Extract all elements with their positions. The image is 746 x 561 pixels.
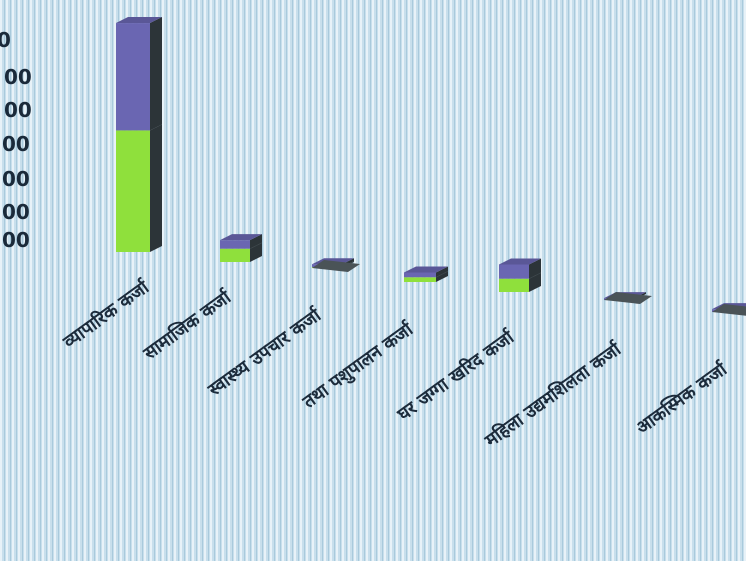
y-tick-label: 00 <box>2 228 30 252</box>
bar-side <box>529 272 541 292</box>
bar-group <box>220 234 262 262</box>
bar-side <box>436 271 448 282</box>
bar-group <box>404 266 448 282</box>
bar-segment <box>404 277 436 282</box>
bar-group <box>116 17 162 252</box>
bar-group <box>604 292 652 304</box>
bars <box>116 17 746 316</box>
y-tick-label: 00 <box>4 65 32 89</box>
bar-top <box>220 234 262 241</box>
bar-segment <box>499 278 529 292</box>
y-tick-label: 00 <box>4 98 32 122</box>
bar-group <box>312 258 360 272</box>
bar-side <box>529 258 541 279</box>
y-tick-label: 00 <box>2 132 30 156</box>
bar-top <box>116 17 162 24</box>
y-tick-label: 00 <box>2 167 30 191</box>
bar-segment <box>404 272 436 278</box>
y-tick-label: 0 <box>0 28 11 52</box>
bar-group <box>499 258 541 292</box>
bar-top <box>499 258 541 265</box>
bar-slab <box>604 292 652 304</box>
bar-segment <box>116 23 150 131</box>
bar-side <box>250 234 262 249</box>
bar-segment <box>220 240 250 249</box>
bar-side <box>436 266 448 278</box>
bar-slab <box>712 304 746 316</box>
bar-side <box>250 242 262 262</box>
bar-top <box>404 266 448 273</box>
bar-segment <box>116 130 150 252</box>
bar-slab <box>312 260 360 272</box>
bar-side <box>150 17 162 131</box>
bar-segment <box>220 248 250 262</box>
bar-side <box>150 124 162 252</box>
bar-group <box>712 303 746 316</box>
y-tick-label: 00 <box>2 200 30 224</box>
bar-segment <box>499 264 529 279</box>
